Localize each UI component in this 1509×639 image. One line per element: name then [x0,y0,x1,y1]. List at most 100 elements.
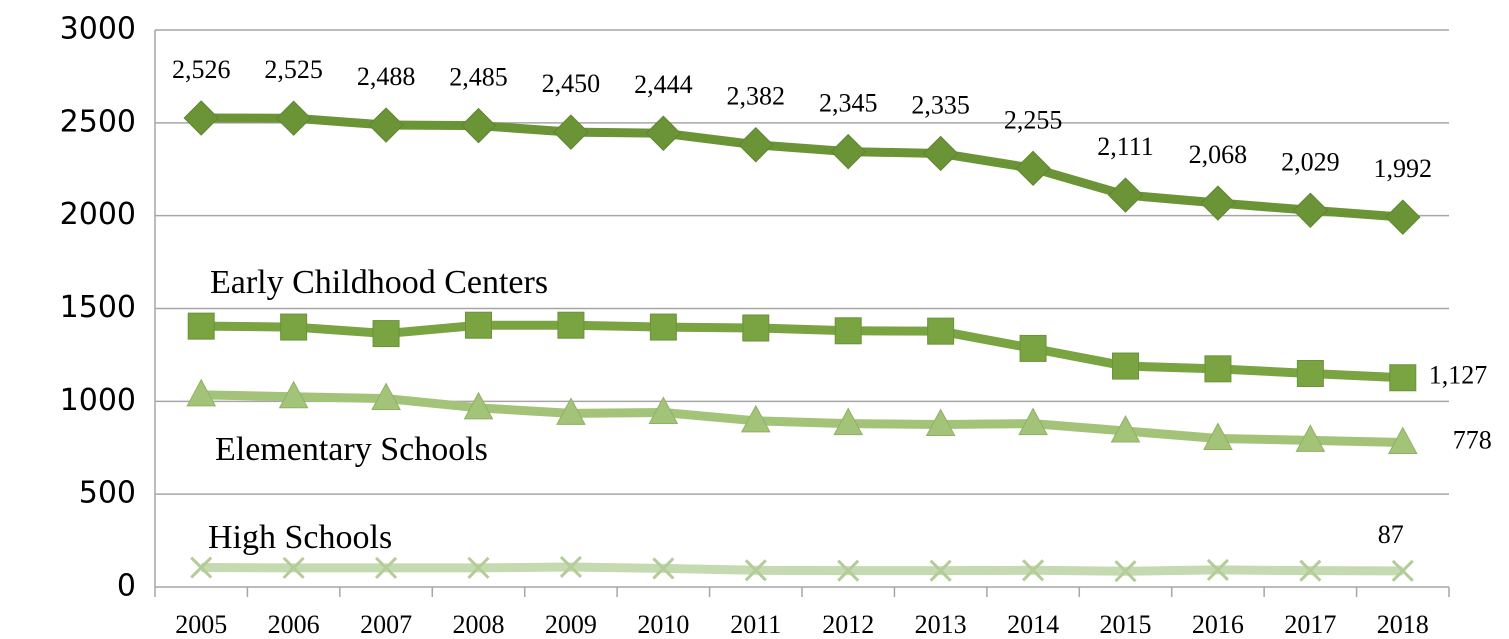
marker [282,556,305,579]
marker [553,114,589,150]
marker [1112,352,1139,380]
marker [1200,185,1236,221]
marker [834,317,862,345]
marker [1203,422,1233,450]
y-tick-label: 1500 [60,290,136,325]
marker [190,556,213,579]
value-label: 2,382 [727,82,786,111]
marker [1015,150,1051,187]
marker [927,317,955,345]
marker [652,557,675,580]
marker [1385,199,1421,235]
marker [183,100,219,136]
value-label: 2,450 [542,69,601,98]
marker [648,396,679,424]
marker [1204,355,1232,383]
series-line [201,320,1403,383]
marker [1292,192,1329,228]
marker [187,312,215,340]
marker [467,556,490,579]
marker [375,556,398,579]
value-label: 2,525 [264,55,323,84]
value-label: 2,335 [911,90,970,119]
marker [1022,559,1045,582]
series-name: High Schools [208,519,392,556]
marker [460,107,497,144]
x-tick-label: 2015 [1100,610,1152,639]
x-tick-label: 2010 [637,610,689,639]
marker [833,407,864,436]
marker [463,391,494,420]
marker [1206,558,1229,581]
marker [649,313,677,341]
marker [830,133,866,170]
series-line [201,390,1403,448]
marker [1114,560,1137,583]
y-tick-label: 2500 [60,104,136,139]
marker [837,559,860,582]
value-label: 2,255 [1004,105,1063,134]
y-tick-label: 3000 [60,12,136,47]
marker [925,408,956,437]
marker [740,404,771,433]
x-tick-label: 2014 [1007,610,1059,639]
value-label: 2,029 [1281,147,1340,176]
marker [1391,559,1414,582]
y-tick-label: 0 [117,569,136,604]
marker [922,135,959,172]
x-tick-label: 2017 [1284,610,1336,639]
marker [738,127,774,163]
marker [1019,334,1047,362]
marker [556,397,586,425]
marker [559,555,582,579]
marker [744,559,767,582]
marker [1387,426,1418,455]
marker [371,382,401,411]
value-label: 87 [1378,520,1404,549]
value-label: 2,488 [357,62,416,91]
y-tick-label: 1000 [60,383,136,418]
marker [368,107,404,143]
marker [1299,559,1322,582]
x-tick-label: 2005 [175,610,227,639]
value-label: 2,111 [1097,132,1154,161]
value-label: 2,485 [449,63,508,92]
marker [372,320,400,348]
marker [465,311,492,339]
x-tick-label: 2006 [268,610,320,639]
value-label: 2,345 [819,89,878,118]
x-tick-label: 2016 [1192,610,1244,639]
y-tick-label: 500 [79,476,136,511]
x-tick-label: 2012 [822,610,874,639]
series-name: Early Childhood Centers [210,264,548,301]
series-name: Elementary Schools [215,431,488,468]
value-label: 2,526 [172,55,231,84]
marker [1110,414,1141,443]
marker [1296,359,1324,387]
marker [1018,407,1048,436]
value-label: 1,127 [1429,361,1488,390]
x-tick-label: 2018 [1377,610,1429,639]
marker [645,115,682,151]
marker [280,313,308,341]
value-label: 778 [1453,426,1492,455]
x-tick-label: 2011 [730,610,781,639]
value-label: 2,068 [1189,140,1248,169]
marker [742,314,770,342]
marker [1389,364,1417,392]
value-label: 2,444 [634,70,693,99]
marker [557,311,585,339]
marker [186,378,217,407]
value-label: 1,992 [1374,154,1433,183]
marker [278,380,309,409]
marker [929,559,952,582]
x-tick-label: 2007 [360,610,412,639]
x-tick-label: 2013 [915,610,967,639]
series-line [201,562,1403,576]
x-tick-label: 2009 [545,610,597,639]
y-tick-label: 2000 [60,197,136,232]
x-tick-label: 2008 [453,610,505,639]
marker [275,100,312,136]
marker [1295,424,1326,452]
